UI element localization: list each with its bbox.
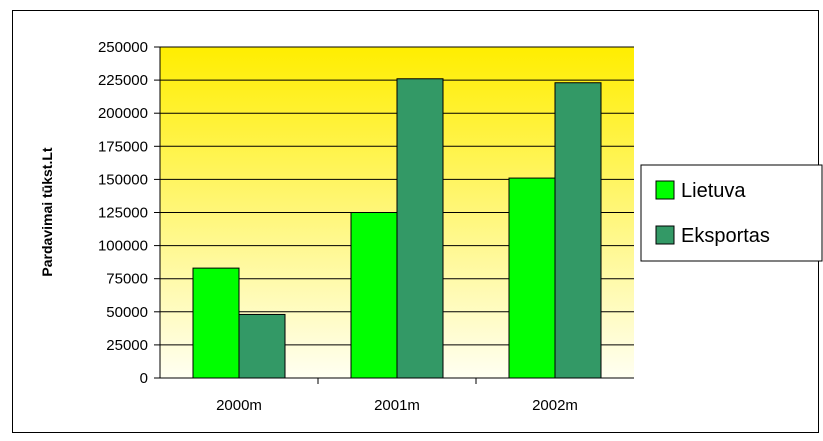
legend-box xyxy=(640,164,823,262)
y-axis-label: Pardavimai tūkst.Lt xyxy=(39,147,55,276)
legend-swatch-eksportas xyxy=(655,225,675,245)
x-tick-label: 2002m xyxy=(532,397,578,414)
bar-lietuva-2002m xyxy=(508,177,556,379)
y-tick-label: 250000 xyxy=(98,39,148,56)
bar-lietuva-2000m xyxy=(192,267,240,379)
legend-label-lietuva: Lietuva xyxy=(681,180,746,202)
bar-eksportas-2000m xyxy=(238,313,286,379)
x-tick-label: 2000m xyxy=(216,397,262,414)
bar-eksportas-2002m xyxy=(554,82,602,379)
y-tick-label: 75000 xyxy=(106,271,148,288)
y-tick-label: 225000 xyxy=(98,72,148,89)
y-tick-label: 25000 xyxy=(106,337,148,354)
legend-swatch-lietuva xyxy=(655,180,675,200)
x-tick-label: 2001m xyxy=(374,397,420,414)
y-tick-label: 50000 xyxy=(106,304,148,321)
legend: Lietuva Eksportas xyxy=(655,180,770,247)
y-tick-label: 100000 xyxy=(98,238,148,255)
axes: 0 25000 50000 75000 100000 125000 150000 175000… xyxy=(98,39,634,414)
legend-label-eksportas: Eksportas xyxy=(681,225,770,247)
bar-eksportas-2001m xyxy=(396,78,444,379)
y-tick-label: 200000 xyxy=(98,105,148,122)
bars xyxy=(192,78,602,379)
y-tick-label: 0 xyxy=(140,370,148,387)
y-tick-label: 125000 xyxy=(98,205,148,222)
y-tick-label: 175000 xyxy=(98,138,148,155)
bar-lietuva-2001m xyxy=(350,212,398,379)
y-tick-label: 150000 xyxy=(98,171,148,188)
